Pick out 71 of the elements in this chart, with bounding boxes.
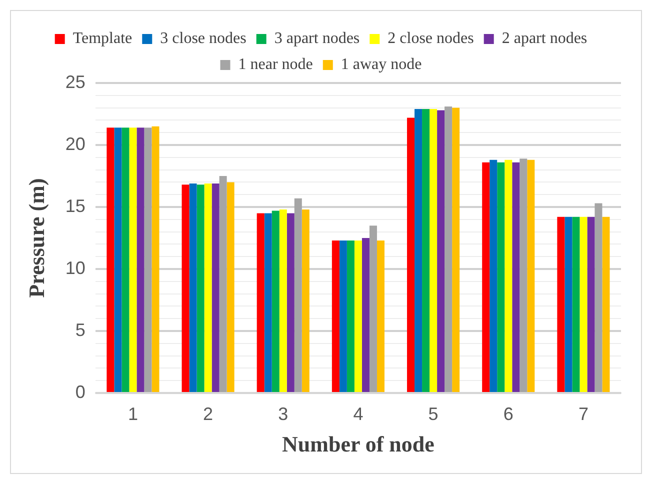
bar xyxy=(594,203,602,392)
y-axis-title: Pressure (m) xyxy=(24,178,49,298)
bar xyxy=(346,240,354,392)
legend-label: 1 near node xyxy=(238,56,313,74)
bar xyxy=(414,109,422,392)
legend-label: Template xyxy=(72,30,132,48)
bar xyxy=(437,110,445,392)
bar xyxy=(144,128,152,392)
bar xyxy=(490,160,498,392)
bar xyxy=(444,106,452,392)
bar xyxy=(354,240,362,392)
bar xyxy=(182,184,190,392)
y-tick-label: 15 xyxy=(65,196,86,216)
bar xyxy=(294,198,302,392)
y-tick-label: 25 xyxy=(65,72,86,92)
legend-label: 1 away node xyxy=(340,56,422,74)
bar xyxy=(339,240,347,392)
bar xyxy=(189,183,197,392)
bar xyxy=(504,160,512,392)
bar xyxy=(226,182,234,392)
bar xyxy=(152,126,160,392)
bar xyxy=(106,128,114,392)
bar xyxy=(557,216,565,392)
bar xyxy=(564,216,572,392)
bar xyxy=(369,226,377,392)
bar xyxy=(587,216,595,392)
bar xyxy=(219,176,227,392)
y-tick-label: 10 xyxy=(65,258,86,278)
legend-label: 3 close nodes xyxy=(160,30,246,48)
bar xyxy=(520,158,528,392)
x-tick-label: 6 xyxy=(503,404,514,424)
bar xyxy=(482,162,490,392)
legend-label: 3 apart nodes xyxy=(274,30,360,48)
y-tick-label: 20 xyxy=(65,134,86,154)
x-tick-label: 4 xyxy=(353,404,364,424)
bar xyxy=(129,128,137,392)
bar xyxy=(279,209,287,392)
bar xyxy=(196,184,204,392)
bar xyxy=(212,183,220,392)
bar xyxy=(430,109,438,392)
bar xyxy=(136,128,144,392)
bar xyxy=(302,209,310,392)
bar xyxy=(264,213,272,392)
bar xyxy=(114,128,122,392)
bar xyxy=(332,240,340,392)
bar xyxy=(272,210,280,392)
x-tick-label: 3 xyxy=(278,404,288,424)
bar xyxy=(452,108,460,392)
x-tick-label: 2 xyxy=(203,404,214,424)
bar xyxy=(580,216,588,392)
bar xyxy=(286,213,294,392)
legend-label: 2 apart nodes xyxy=(502,30,588,48)
y-tick-label: 5 xyxy=(75,320,86,340)
bar xyxy=(572,216,580,392)
x-tick-label: 5 xyxy=(428,404,438,424)
x-tick-label: 1 xyxy=(128,404,138,424)
x-tick-label: 7 xyxy=(578,404,588,424)
bar xyxy=(256,213,264,392)
bar xyxy=(376,240,384,392)
bar xyxy=(122,128,130,392)
bar xyxy=(497,162,505,392)
bar xyxy=(362,238,370,392)
bar xyxy=(512,162,520,392)
bar xyxy=(204,183,212,392)
x-axis-title: Number of node xyxy=(282,431,435,456)
y-tick-label: 0 xyxy=(75,382,86,402)
bar xyxy=(602,216,610,392)
bar xyxy=(422,109,430,392)
bar xyxy=(527,160,535,392)
bar xyxy=(407,118,415,392)
legend-label: 2 close nodes xyxy=(388,30,474,48)
